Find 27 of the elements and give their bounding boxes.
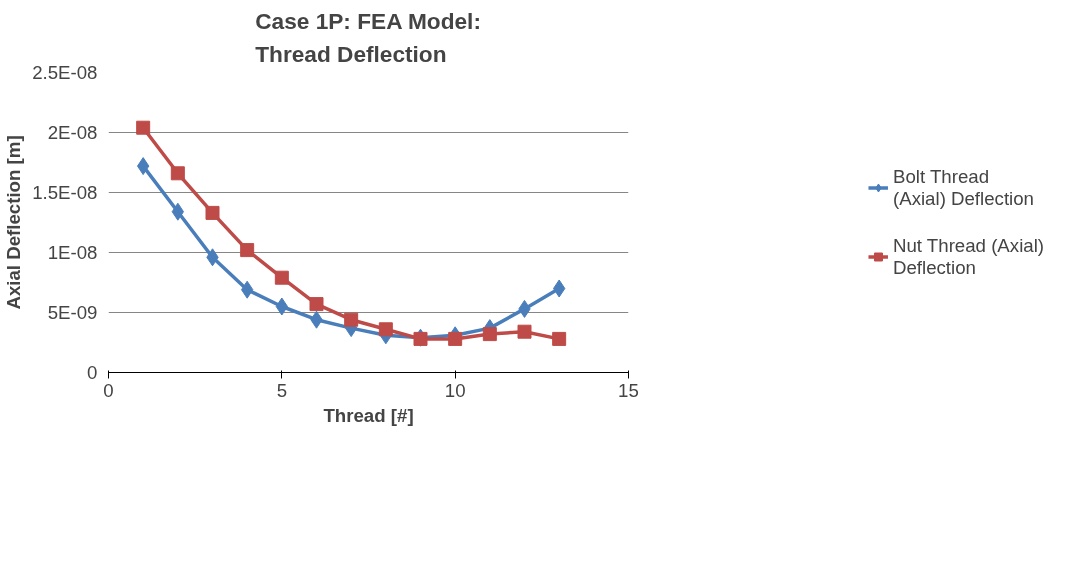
point (274, 270, 289, 285)
x-tick-label: 5 (276, 379, 288, 401)
point (136, 120, 151, 135)
point (240, 243, 255, 258)
legend-label: Nut Thread (Axial) Deflection (892, 234, 1045, 279)
x-axis-title: Thread [#] (323, 404, 414, 426)
x-tick-label: 0 (103, 379, 114, 401)
point (482, 327, 497, 342)
point (344, 312, 359, 327)
y-tick-label: 0 (87, 362, 98, 383)
chart-title: Case 1P: FEA Model: Thread Deflection (255, 7, 481, 68)
point (448, 331, 463, 346)
point (309, 297, 324, 312)
point (170, 166, 185, 181)
x-tick-label: 15 (618, 379, 639, 401)
y-tick-label: 1.5E-08 (32, 182, 98, 203)
y-axis-title: Axial Deflection [m] (3, 135, 25, 310)
legend-label: Bolt Thread (Axial) Deflection (892, 165, 1034, 210)
point (205, 205, 220, 220)
point (552, 331, 567, 346)
y-tick-label: 1E-08 (47, 242, 98, 263)
point (378, 322, 393, 337)
x-tick-label: 10 (444, 379, 466, 401)
y-tick-label: 2.5E-08 (32, 62, 98, 83)
y-tick-label: 2E-08 (47, 122, 98, 143)
y-tick-label: 5E-09 (47, 302, 98, 323)
point (517, 324, 532, 339)
